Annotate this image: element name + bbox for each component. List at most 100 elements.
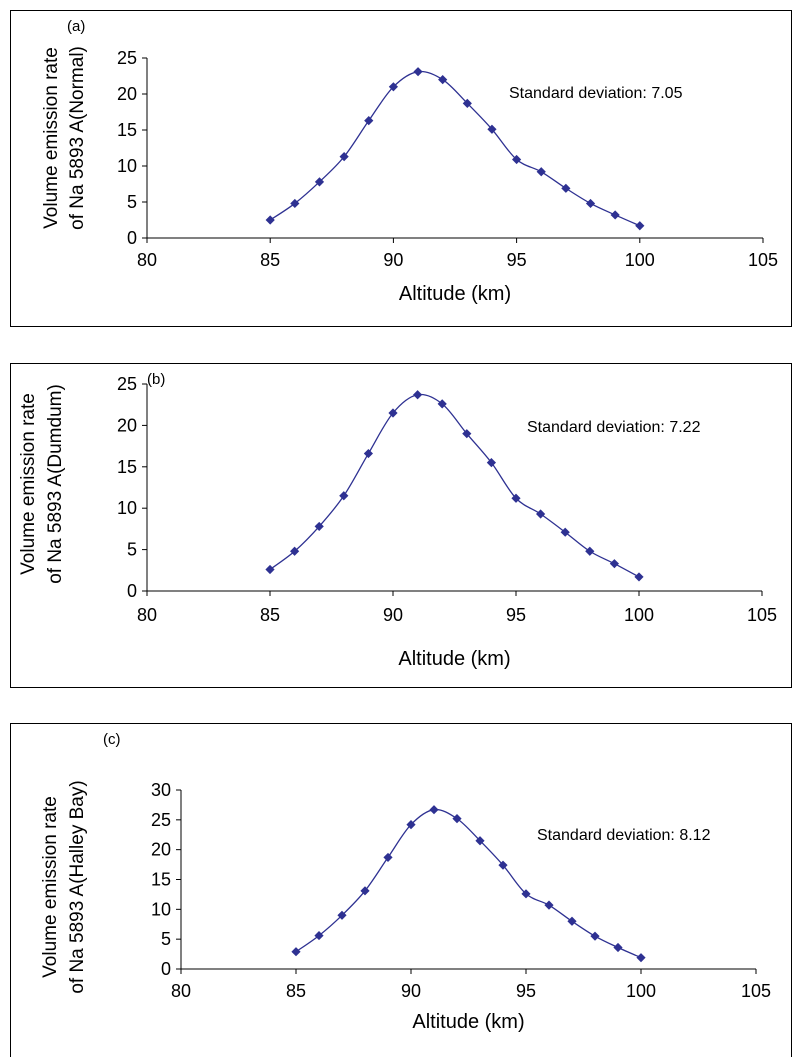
chart-c-svg: 0 5 10 15 20 25 30 80 85 90 95 100 105 Volume emissio… <box>40 731 771 1033</box>
chart-b-panel-label: (b) <box>147 371 165 388</box>
chart-c-x-axis-label: Altitude (km) <box>412 1011 524 1033</box>
chart-b-data-point <box>363 448 373 459</box>
chart-a-data-point <box>487 124 497 134</box>
chart-a-y-tick-label: 5 <box>127 192 137 212</box>
chart-c-panel-label: (c) <box>103 731 121 748</box>
chart-c-data-point <box>590 931 600 941</box>
chart-c-data-point <box>452 814 462 824</box>
chart-b-data-point <box>437 399 447 409</box>
chart-b-data-point <box>339 491 349 501</box>
chart-panel-a: 0 5 10 15 20 25 80 85 90 95 100 105 Volume emission … <box>10 10 792 327</box>
chart-c-data-point <box>636 953 646 963</box>
chart-b-y-axis-label-line1: Volume emission rate <box>18 393 39 575</box>
chart-a-data-point <box>413 67 423 77</box>
chart-b-x-tick-label: 80 <box>137 605 157 625</box>
chart-c-y-tick-label: 0 <box>161 959 171 979</box>
chart-c-y-tick-label: 10 <box>151 899 171 919</box>
chart-c-y-axis-label-line2: of Na 5893 A(Halley Bay) <box>67 780 88 993</box>
chart-a-data-point <box>610 210 620 220</box>
chart-c-data-point <box>383 852 393 863</box>
chart-b-data-point <box>413 390 423 400</box>
chart-a-panel-label: (a) <box>67 18 85 35</box>
chart-c-data-point <box>567 916 577 926</box>
chart-b-y-tick-label: 15 <box>117 457 137 477</box>
chart-b-data-point <box>585 546 595 556</box>
chart-b-data-point <box>265 564 275 575</box>
chart-panel-c: 0 5 10 15 20 25 30 80 85 90 95 100 105 Volume emissio… <box>10 723 792 1057</box>
chart-a-data-point <box>265 215 275 225</box>
chart-c-y-tick-label: 5 <box>161 929 171 949</box>
chart-b-x-tick-label: 95 <box>506 605 526 625</box>
chart-a-x-tick-label: 85 <box>260 250 280 270</box>
chart-b-y-axis-label-line2: of Na 5893 A(Dumdum) <box>45 384 66 584</box>
chart-c-data-point <box>337 910 347 920</box>
chart-a-y-axis-label-line2: of Na 5893 A(Normal) <box>67 46 88 230</box>
chart-c-data-point <box>291 947 301 957</box>
chart-a-x-tick-label: 80 <box>137 250 157 270</box>
chart-c-data-point <box>498 860 508 870</box>
chart-a-data-point <box>438 75 448 85</box>
chart-b-data-point <box>634 572 644 582</box>
chart-a-data-point <box>339 152 349 162</box>
chart-b-data-point <box>609 559 619 569</box>
chart-b-x-tick-label: 90 <box>383 605 403 625</box>
chart-a-data-point <box>462 98 472 108</box>
chart-c-data-point <box>475 836 485 846</box>
chart-c-data-point <box>360 886 370 896</box>
chart-c-data-point <box>429 805 439 815</box>
chart-c-y-axis-label-line1: Volume emission rate <box>40 796 61 978</box>
chart-a-data-point <box>536 167 546 177</box>
chart-b-x-axis-label: Altitude (km) <box>398 648 510 670</box>
chart-b-data-point <box>462 429 472 439</box>
chart-a-data-point <box>388 82 398 92</box>
chart-a-data-point <box>290 198 300 209</box>
chart-b-y-tick-label: 20 <box>117 415 137 435</box>
chart-c-x-tick-label: 95 <box>516 981 536 1001</box>
chart-a-data-point <box>561 183 571 193</box>
chart-b-x-tick-label: 100 <box>624 605 654 625</box>
chart-c-x-tick-label: 105 <box>741 981 771 1001</box>
chart-a-y-tick-label: 25 <box>117 48 137 68</box>
chart-b-data-point <box>290 546 300 556</box>
chart-b-y-tick-label: 5 <box>127 540 137 560</box>
chart-a-series-line <box>269 70 641 227</box>
chart-b-y-tick-label: 25 <box>117 374 137 394</box>
chart-b-series-line <box>269 393 640 578</box>
chart-c-data-point <box>521 889 531 899</box>
chart-c-data-point <box>613 942 623 953</box>
chart-c-y-tick-label: 15 <box>151 870 171 890</box>
chart-a-x-tick-label: 105 <box>748 250 778 270</box>
chart-a-y-tick-label: 20 <box>117 84 137 104</box>
chart-c-y-tick-label: 30 <box>151 780 171 800</box>
chart-a-data-point <box>364 116 374 126</box>
chart-a-svg: 0 5 10 15 20 25 80 85 90 95 100 105 Volume emission … <box>41 18 778 305</box>
chart-b-svg: 0 5 10 15 20 25 80 85 90 95 100 105 Volume emission … <box>18 371 777 670</box>
chart-b-data-point <box>486 458 496 468</box>
chart-c-series-line <box>295 808 642 959</box>
chart-c-x-tick-label: 90 <box>401 981 421 1001</box>
chart-b-data-point <box>536 509 546 519</box>
chart-b-x-tick-label: 85 <box>260 605 280 625</box>
chart-a-x-axis-label: Altitude (km) <box>399 283 511 305</box>
chart-a-data-point <box>585 198 596 209</box>
chart-b-y-tick-label: 0 <box>127 581 137 601</box>
chart-panel-b: 0 5 10 15 20 25 80 85 90 95 100 105 Volume emission … <box>10 363 792 688</box>
chart-a-y-tick-label: 10 <box>117 156 137 176</box>
chart-c-std-dev-annotation: Standard deviation: 8.12 <box>537 827 711 844</box>
chart-a-x-tick-label: 95 <box>507 250 527 270</box>
chart-c-y-tick-label: 20 <box>151 840 171 860</box>
chart-a-data-point <box>635 221 645 231</box>
chart-a-x-tick-label: 90 <box>383 250 403 270</box>
chart-b-y-tick-label: 10 <box>117 498 137 518</box>
chart-c-data-point <box>544 900 554 910</box>
chart-c-data-point <box>314 930 324 941</box>
chart-a-y-axis-label-line1: Volume emission rate <box>41 47 62 229</box>
chart-c-x-tick-label: 80 <box>171 981 191 1001</box>
chart-b-std-dev-annotation: Standard deviation: 7.22 <box>527 419 701 436</box>
chart-a-data-point <box>512 154 522 165</box>
chart-b-x-tick-label: 105 <box>747 605 777 625</box>
chart-c-x-tick-label: 100 <box>626 981 656 1001</box>
chart-c-y-tick-label: 25 <box>151 810 171 830</box>
chart-a-y-tick-label: 15 <box>117 120 137 140</box>
chart-a-x-tick-label: 100 <box>625 250 655 270</box>
